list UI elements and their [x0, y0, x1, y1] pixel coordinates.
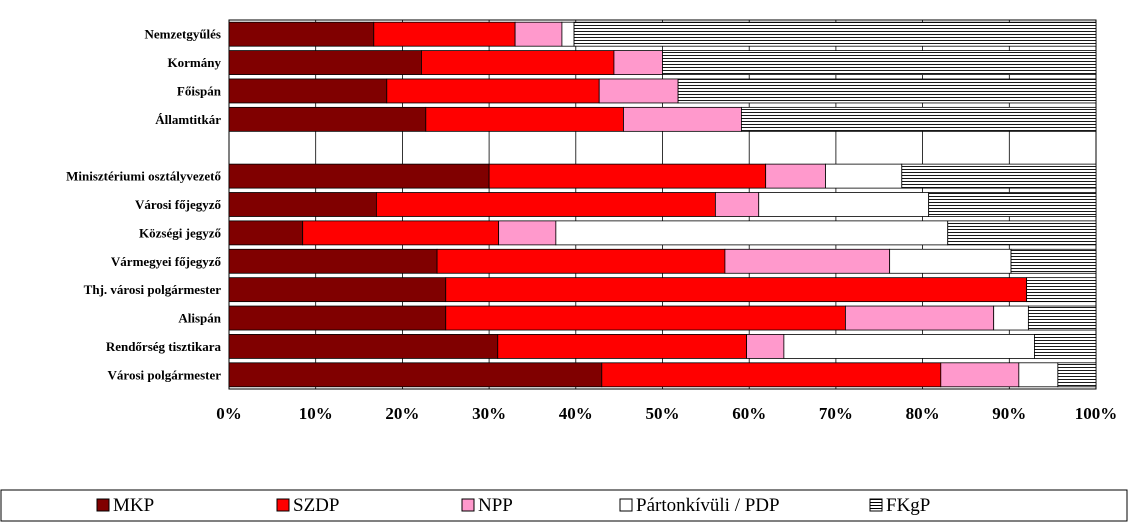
- legend-label: FKgP: [886, 495, 930, 516]
- x-tick-label: 40%: [559, 404, 593, 423]
- bar-segment: [1027, 305, 1097, 331]
- x-tick-label: 20%: [385, 404, 419, 423]
- bar-segment: [993, 305, 1029, 331]
- x-tick-label: 100%: [1075, 404, 1118, 423]
- bar-segment: [228, 50, 422, 75]
- bar-segment: [514, 21, 563, 47]
- legend-swatch: [461, 498, 475, 512]
- bar-segment: [497, 334, 747, 359]
- bar-segment: [1010, 248, 1097, 274]
- bar-segment: [445, 277, 1028, 303]
- bar-segment: [746, 334, 785, 359]
- bar-segment: [714, 192, 760, 217]
- category-labels: Nemzetgyűlés Kormány Főispán Államtitkár Min…: [66, 27, 222, 383]
- bar-segment: [561, 21, 575, 47]
- bar-segment: [783, 334, 1035, 359]
- bar-segment: [498, 220, 557, 246]
- legend: MKP SZDP NPP Pártonkívüli / PDP FKgP: [0, 489, 1128, 522]
- bar-segment: [1026, 277, 1097, 303]
- bar-segment: [947, 220, 1097, 246]
- bar-segment: [228, 106, 427, 132]
- x-tick-label: 10%: [299, 404, 333, 423]
- bar-segment: [425, 106, 624, 132]
- bar-segment: [228, 78, 388, 104]
- bar-segment: [901, 163, 1097, 189]
- bar-segment: [386, 78, 600, 104]
- x-tick-label: 90%: [992, 404, 1026, 423]
- legend-box: [0, 489, 1128, 522]
- bar-segment: [555, 220, 949, 246]
- category-label: Vármegyei főjegyző: [111, 254, 222, 269]
- legend-label: NPP: [478, 495, 513, 516]
- bar-segment: [825, 163, 903, 189]
- bar-segment: [724, 248, 891, 274]
- bar-segment: [845, 305, 995, 331]
- bar-segment: [1034, 334, 1097, 359]
- bar-segment: [445, 305, 846, 331]
- bar-segment: [765, 163, 826, 189]
- legend-swatch: [869, 498, 883, 512]
- x-tick-label: 30%: [472, 404, 506, 423]
- legend-label: MKP: [113, 495, 154, 516]
- category-label: Rendőrség tisztikara: [106, 339, 222, 354]
- category-label: Főispán: [177, 83, 222, 98]
- bar-segment: [436, 248, 726, 274]
- bar-segment: [573, 21, 1097, 47]
- category-label: Nemzetgyűlés: [144, 27, 221, 42]
- legend-label: Pártonkívüli / PDP: [636, 495, 780, 516]
- bar-segment: [601, 362, 942, 388]
- bar-segment: [488, 163, 767, 189]
- category-label: Államtitkár: [155, 112, 221, 127]
- bar-segment: [740, 106, 1097, 132]
- bar-segment: [889, 248, 1012, 274]
- legend-swatch: [619, 498, 633, 512]
- bar-segment: [228, 334, 499, 359]
- x-tick-label: 70%: [819, 404, 853, 423]
- bar-segment: [373, 21, 516, 47]
- x-tick-label: 80%: [906, 404, 940, 423]
- bar-segment: [228, 192, 377, 217]
- category-label: Minisztériumi osztályvezető: [66, 169, 221, 184]
- bar-segment: [1057, 362, 1097, 388]
- x-tick-label: 60%: [732, 404, 766, 423]
- category-label: Városi polgármester: [108, 367, 222, 382]
- bar-segment: [623, 106, 742, 132]
- category-label: Alispán: [178, 311, 221, 326]
- bar-segment: [940, 362, 1020, 388]
- category-label: Kormány: [168, 55, 222, 70]
- x-tick-label: 0%: [216, 404, 242, 423]
- bar-segment: [375, 192, 716, 217]
- bar-segment: [228, 220, 304, 246]
- bar-segment: [228, 277, 447, 303]
- legend-swatch: [276, 498, 290, 512]
- bar-segment: [302, 220, 500, 246]
- bar-segment: [228, 248, 438, 274]
- category-label: Városi főjegyző: [135, 197, 222, 212]
- bar-segment: [928, 192, 1097, 217]
- category-label: Községi jegyző: [139, 225, 221, 240]
- legend-swatch: [96, 498, 110, 512]
- legend-label: SZDP: [293, 495, 339, 516]
- bar-segment: [228, 21, 375, 47]
- bar-segment: [598, 78, 679, 104]
- bar-segment: [758, 192, 930, 217]
- bar-segment: [662, 50, 1097, 75]
- bar-segment: [228, 305, 447, 331]
- bar-segment: [228, 362, 603, 388]
- bar-segment: [421, 50, 615, 75]
- bar-segment: [677, 78, 1097, 104]
- bar-segment: [228, 163, 490, 189]
- x-tick-label: 50%: [646, 404, 680, 423]
- x-axis-ticks: 0% 10% 20% 30% 40% 50% 60% 70% 80% 90% 100%: [216, 404, 1117, 423]
- bar-segment: [613, 50, 663, 75]
- bar-segment: [1018, 362, 1059, 388]
- bars: [228, 21, 1097, 388]
- category-label: Thj. városi polgármester: [84, 282, 222, 297]
